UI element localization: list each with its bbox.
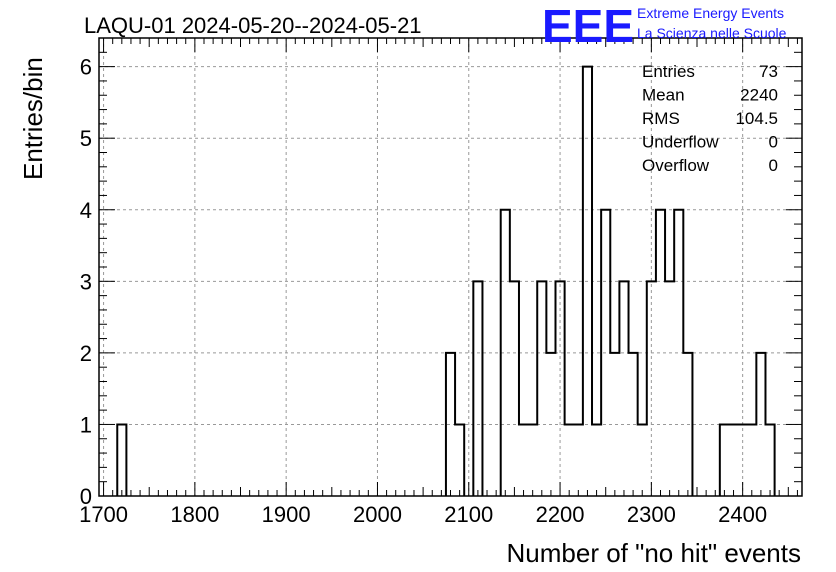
x-tick-label: 2200 — [536, 502, 585, 527]
x-tick-label: 2100 — [444, 502, 493, 527]
stats-value: 0 — [769, 156, 778, 175]
stats-value: 73 — [759, 62, 778, 81]
y-tick-label: 3 — [80, 269, 92, 294]
x-tick-label: 2000 — [353, 502, 402, 527]
logo-mark: EEE — [542, 0, 634, 52]
stats-label: Underflow — [642, 133, 719, 152]
y-tick-label: 4 — [80, 198, 92, 223]
logo-line1: Extreme Energy Events — [637, 5, 784, 21]
stats-label: Overflow — [642, 156, 710, 175]
stats-label: RMS — [642, 109, 680, 128]
stats-label: Entries — [642, 62, 695, 81]
stats-value: 2240 — [740, 86, 778, 105]
stats-box: Entries 73 Mean 2240 RMS 104.5 Underflow 0 Overf… — [642, 62, 778, 175]
x-tick-label: 2300 — [627, 502, 676, 527]
stats-value: 104.5 — [735, 109, 778, 128]
x-axis-label: Number of "no hit" events — [507, 538, 802, 568]
x-tick-label: 2400 — [718, 502, 767, 527]
y-axis-ticks: 0 1 2 3 4 5 6 — [80, 37, 802, 509]
y-tick-label: 1 — [80, 412, 92, 437]
eee-logo: EEE Extreme Energy Events La Scienza nel… — [542, 0, 787, 52]
chart-title: LAQU-01 2024-05-20--2024-05-21 — [84, 13, 422, 38]
logo-line2: La Scienza nelle Scuole — [637, 25, 787, 41]
histogram-outline — [116, 65, 776, 496]
x-tick-label: 1900 — [262, 502, 311, 527]
y-tick-label: 2 — [80, 341, 92, 366]
grid-lines — [99, 38, 802, 496]
y-tick-label: 6 — [80, 55, 92, 80]
plot-frame — [98, 37, 803, 497]
x-axis-ticks: 1700 1800 1900 2000 2100 2200 2300 2400 — [79, 38, 798, 527]
stats-label: Mean — [642, 86, 685, 105]
y-tick-label: 5 — [80, 126, 92, 151]
x-tick-label: 1700 — [79, 502, 128, 527]
y-axis-label: Entries/bin — [18, 57, 48, 180]
x-tick-label: 1800 — [170, 502, 219, 527]
stats-value: 0 — [769, 133, 778, 152]
y-tick-label: 0 — [80, 484, 92, 509]
